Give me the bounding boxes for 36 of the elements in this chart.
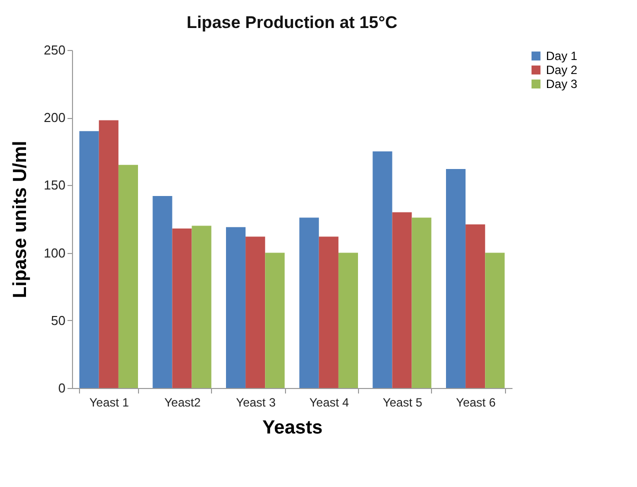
legend-label: Day 1 [546, 49, 578, 63]
y-tick-label: 50 [51, 312, 66, 328]
y-tick-label: 200 [44, 110, 66, 126]
x-axis-title: Yeasts [262, 418, 323, 438]
x-tick-label: Yeast 4 [309, 396, 350, 410]
x-tick-label: Yeast 3 [236, 396, 276, 410]
chart-title: Lipase Production at 15°C [186, 13, 398, 32]
bar [318, 236, 338, 388]
y-axis-title: Lipase units U/ml [10, 140, 31, 298]
y-tick-label: 250 [44, 42, 66, 58]
x-tick-label: Yeast 6 [456, 396, 496, 410]
legend-label: Day 2 [546, 63, 578, 77]
bar [466, 224, 486, 388]
bar [299, 218, 319, 388]
bar [412, 218, 432, 388]
bar [79, 131, 99, 388]
x-tick-label: Yeast2 [164, 396, 201, 410]
bar [98, 120, 118, 388]
bar [118, 164, 138, 388]
bar [226, 227, 246, 388]
bar [485, 252, 505, 388]
bar [265, 252, 285, 388]
bar [192, 226, 212, 388]
legend-label: Day 3 [546, 77, 578, 91]
bar [338, 252, 358, 388]
x-tick-label: Yeast 5 [382, 396, 423, 410]
y-tick-label: 0 [58, 380, 66, 396]
y-tick-label: 150 [44, 178, 66, 193]
y-tick-label: 100 [44, 245, 66, 260]
x-tick-label: Yeast 1 [89, 396, 130, 410]
bar [392, 212, 412, 388]
bar [152, 196, 172, 388]
bar [372, 151, 392, 388]
bar [172, 228, 192, 388]
bar [246, 236, 266, 388]
bar [446, 168, 466, 388]
